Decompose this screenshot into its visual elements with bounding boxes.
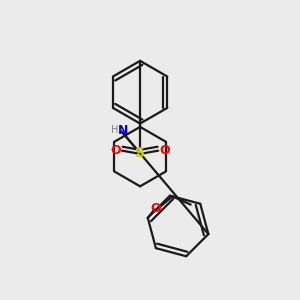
Text: N: N bbox=[118, 124, 128, 137]
Text: O: O bbox=[150, 202, 161, 215]
Text: O: O bbox=[159, 144, 169, 157]
Text: S: S bbox=[135, 146, 145, 160]
Text: H: H bbox=[111, 125, 118, 135]
Text: O: O bbox=[111, 144, 121, 157]
